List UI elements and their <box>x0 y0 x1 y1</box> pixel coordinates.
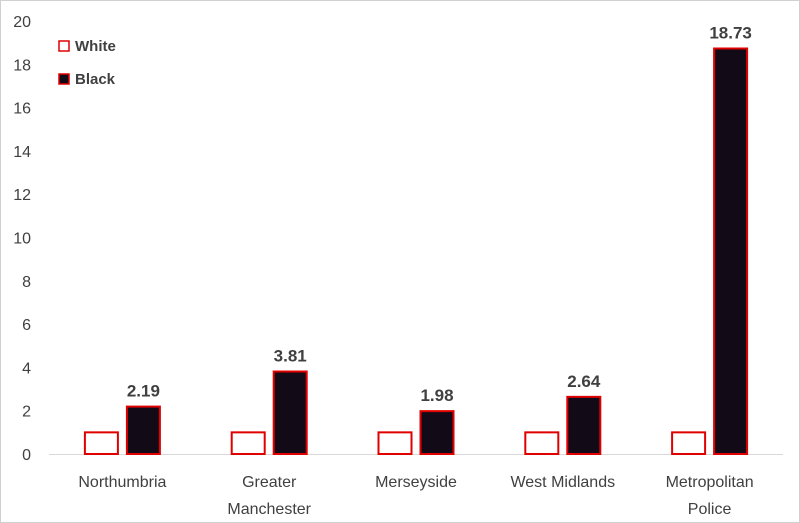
category-label: Northumbria <box>78 474 166 491</box>
y-tick-label: 4 <box>22 360 31 377</box>
y-tick-label: 0 <box>22 447 31 464</box>
bar-black-3 <box>566 395 602 455</box>
legend-swatch-white <box>58 40 70 52</box>
bar-white-1 <box>230 431 266 456</box>
bar-black-0 <box>125 405 161 455</box>
y-tick-label: 20 <box>13 14 31 31</box>
data-label-0: 2.19 <box>127 382 160 401</box>
legend-label-black: Black <box>75 71 116 88</box>
data-label-2: 1.98 <box>420 386 453 405</box>
category-label: Manchester <box>227 501 311 518</box>
y-tick-label: 16 <box>13 101 31 118</box>
category-label: Metropolitan <box>666 474 754 491</box>
bar-white-3 <box>524 431 560 456</box>
bar-black-4 <box>713 47 749 455</box>
y-tick-label: 12 <box>13 187 31 204</box>
y-tick-label: 10 <box>13 231 31 248</box>
bar-black-1 <box>272 370 308 455</box>
data-label-3: 2.64 <box>567 372 601 391</box>
category-label: Police <box>688 501 732 518</box>
bar-black-2 <box>419 410 455 455</box>
category-label: Merseyside <box>375 474 457 491</box>
bar-white-2 <box>377 431 413 456</box>
legend-swatch-black <box>58 73 70 85</box>
bar-white-4 <box>671 431 707 456</box>
y-tick-label: 8 <box>22 274 31 291</box>
data-label-4: 18.73 <box>709 23 752 42</box>
y-tick-label: 6 <box>22 317 31 334</box>
category-label: West Midlands <box>510 474 615 491</box>
y-tick-label: 18 <box>13 57 31 74</box>
data-label-1: 3.81 <box>274 347 307 366</box>
y-tick-label: 14 <box>13 144 31 161</box>
bar-white-0 <box>83 431 119 456</box>
category-label: Greater <box>242 474 297 491</box>
legend-label-white: White <box>75 38 116 55</box>
y-tick-label: 2 <box>22 404 31 421</box>
